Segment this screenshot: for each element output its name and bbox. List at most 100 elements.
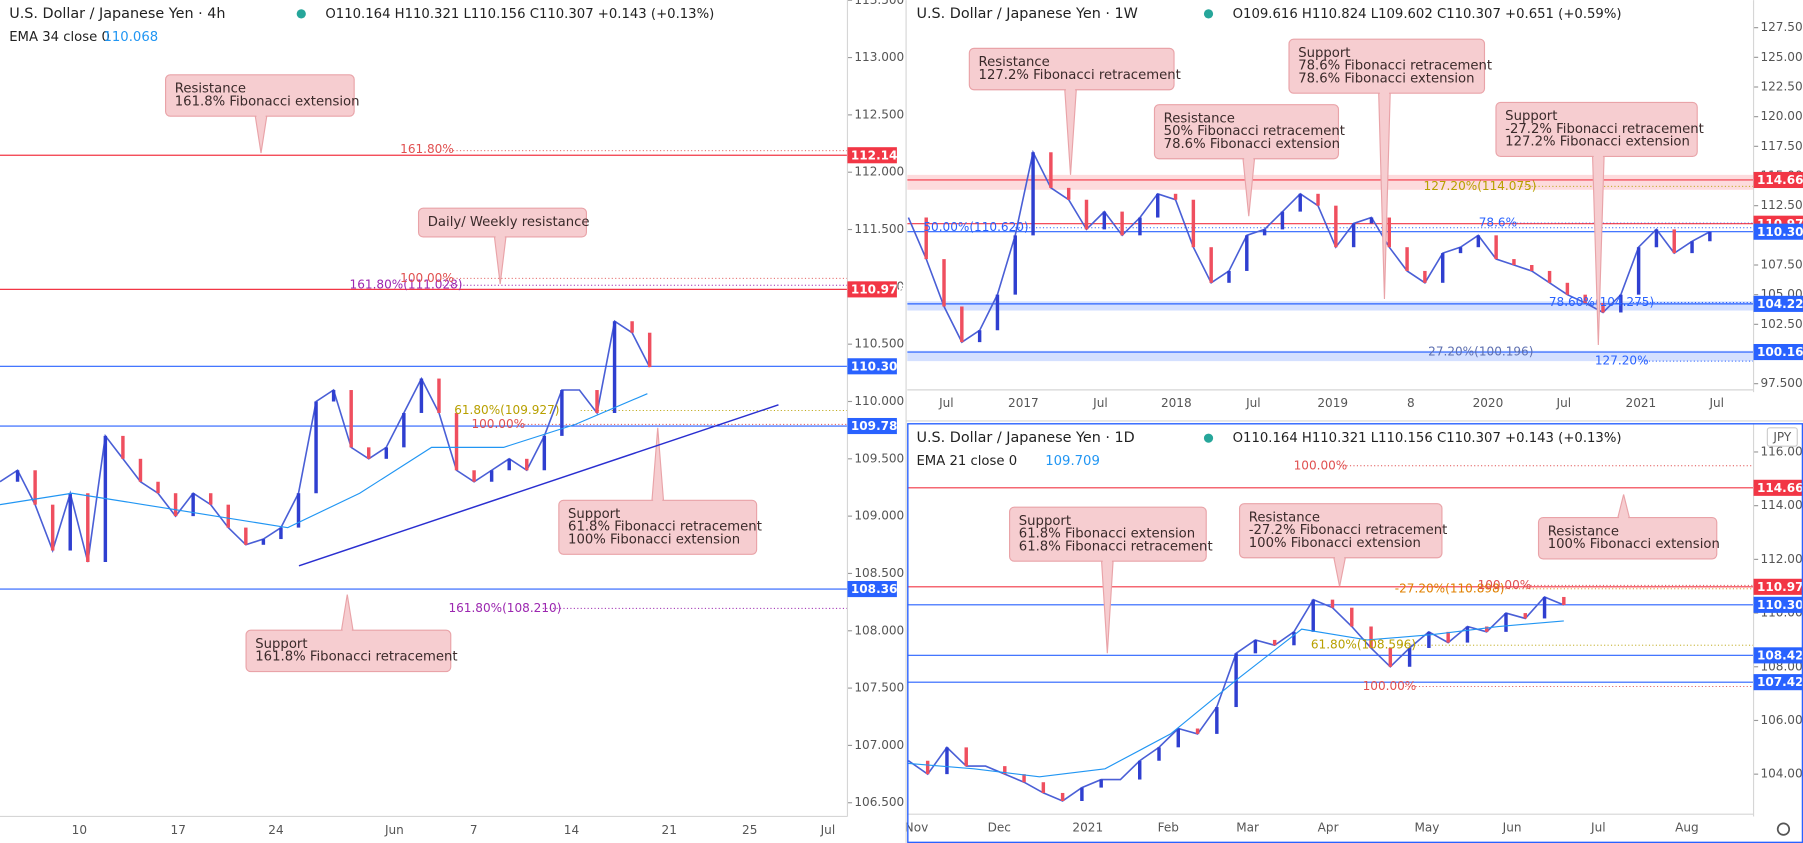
settings-icon[interactable] <box>1776 822 1791 836</box>
y-tick-label: 108.500 <box>854 566 904 580</box>
y-tick-label: 111.500 <box>854 222 904 236</box>
price-tag-label: 110.307 <box>1757 225 1803 239</box>
x-tick-label: 8 <box>1407 396 1415 410</box>
price-tag-label: 112.148 <box>851 148 906 162</box>
callout-text: 78.6% Fibonacci extension <box>1164 137 1340 152</box>
callout-text: Resistance <box>979 55 1050 70</box>
x-tick-label: 10 <box>72 823 87 837</box>
x-tick-label: 2017 <box>1008 396 1039 410</box>
y-tick-label: 106.000 <box>1760 713 1803 727</box>
callout-seam <box>1593 154 1603 159</box>
x-tick-label: 25 <box>742 823 757 837</box>
price-tag-label: 100.165 <box>1757 345 1803 359</box>
callout-seam <box>1244 157 1254 161</box>
price-tag <box>1753 674 1803 691</box>
callout-text: 100% Fibonacci extension <box>1548 537 1720 552</box>
x-tick-label: Jul <box>1708 396 1724 410</box>
ema-line <box>0 393 648 529</box>
price-line <box>907 596 1565 802</box>
callout-text: 127.2% Fibonacci retracement <box>979 68 1181 83</box>
callout-text: 161.8% Fibonacci retracement <box>255 650 457 665</box>
active-panel-border <box>907 423 1803 843</box>
x-tick-label: Jul <box>1590 820 1606 834</box>
indicator-label: EMA 21 close 0 <box>916 454 1017 469</box>
price-tag-label: 107.427 <box>1757 675 1803 689</box>
x-tick-label: Jun <box>384 823 404 837</box>
fib-label: 127.20%(114.075) <box>1424 179 1537 193</box>
y-tick-label: 117.500 <box>1760 139 1803 153</box>
price-tag-label: 104.224 <box>1757 297 1803 311</box>
fib-label: -27.20%(110.898) <box>1395 581 1505 595</box>
x-tick-label: Jul <box>1245 396 1261 410</box>
ohlc-values: O109.616 H110.824 L109.602 C110.307 +0.6… <box>1233 7 1622 22</box>
status-dot <box>1203 433 1214 443</box>
ema-line <box>908 620 1564 778</box>
callout-text: 78.6% Fibonacci retracement <box>1298 59 1492 74</box>
status-dot <box>296 9 306 19</box>
callout-text: Support <box>1019 514 1071 529</box>
indicator-label: EMA 34 close 0 <box>9 30 110 45</box>
callout-seam <box>342 628 352 632</box>
x-tick-label: 17 <box>171 823 186 837</box>
callout-text: 50% Fibonacci retracement <box>1164 124 1345 139</box>
price-tag <box>847 580 897 598</box>
y-tick-label: 110.000 <box>854 394 904 408</box>
callout-text: Daily/ Weekly resistance <box>428 215 590 230</box>
x-tick-label: 2020 <box>1473 396 1504 410</box>
y-tick-label: 114.000 <box>1760 498 1803 512</box>
status-dot <box>1203 9 1214 19</box>
price-tag <box>1753 647 1803 664</box>
y-tick-label: 116.000 <box>1760 444 1803 458</box>
y-tick-label: 113.500 <box>854 0 904 7</box>
x-tick-label: May <box>1415 820 1440 834</box>
fib-label: 61.80%(109.927) <box>454 403 559 417</box>
price-tag-label: 109.786 <box>851 419 906 433</box>
x-tick-label: Mar <box>1236 820 1259 834</box>
callout-text: 100% Fibonacci extension <box>1249 536 1421 551</box>
price-tag <box>847 358 897 375</box>
y-tick-label: 122.500 <box>1760 80 1803 94</box>
callout-text: Resistance <box>1548 524 1619 539</box>
fib-label: 78.6% <box>1479 216 1517 230</box>
currency-label: JPY <box>1772 430 1792 444</box>
fib-label: 78.60%(104.275) <box>1549 295 1654 309</box>
ohlc-values: O110.164 H110.321 L110.156 C110.307 +0.1… <box>1233 431 1622 446</box>
price-tag <box>1753 343 1803 361</box>
x-tick-label: 2019 <box>1317 396 1348 410</box>
x-tick-label: 14 <box>564 823 579 837</box>
price-line <box>907 149 1711 344</box>
price-tag-label: 110.978 <box>1757 580 1803 594</box>
callout-text: 61.8% Fibonacci retracement <box>568 520 762 535</box>
price-tag-label: 110.307 <box>1757 598 1803 612</box>
price-tag <box>1753 596 1803 613</box>
support-zone <box>907 301 1754 311</box>
callout-text: 100% Fibonacci extension <box>568 532 740 547</box>
symbol-title: U.S. Dollar / Japanese Yen · 1D <box>916 430 1134 446</box>
y-tick-label: 120.000 <box>1760 109 1803 123</box>
fib-label: 161.80% <box>400 142 454 156</box>
callout-text: -27.2% Fibonacci retracement <box>1249 523 1448 538</box>
price-tag <box>1753 295 1803 312</box>
y-tick-label: 97.500 <box>1760 376 1802 390</box>
price-tag <box>847 281 897 298</box>
price-tag <box>847 147 897 164</box>
callout-text: Resistance <box>175 82 246 97</box>
currency-box <box>1766 427 1798 447</box>
callout-text: 61.8% Fibonacci retracement <box>1019 539 1213 554</box>
fib-label: 27.20%(100.196) <box>1428 344 1533 358</box>
callout-text: Support <box>1505 109 1557 124</box>
y-tick-label: 113.000 <box>854 50 904 64</box>
x-tick-label: Jul <box>938 396 954 410</box>
chart-area <box>0 150 848 609</box>
callout-seam <box>1065 88 1076 92</box>
price-tag <box>1753 171 1803 189</box>
ohlc-values: O110.164 H110.321 L110.156 C110.307 +0.1… <box>325 7 714 22</box>
x-tick-label: Jul <box>820 823 836 837</box>
fib-label: 161.80%(111.028) <box>350 278 463 292</box>
x-tick-label: 24 <box>268 823 283 837</box>
callout-seam <box>1379 91 1390 95</box>
symbol-title: U.S. Dollar / Japanese Yen · 4h <box>9 6 225 22</box>
callout-seam <box>1102 559 1112 563</box>
y-tick-label: 112.000 <box>1760 552 1803 566</box>
x-tick-label: Jul <box>1556 396 1572 410</box>
